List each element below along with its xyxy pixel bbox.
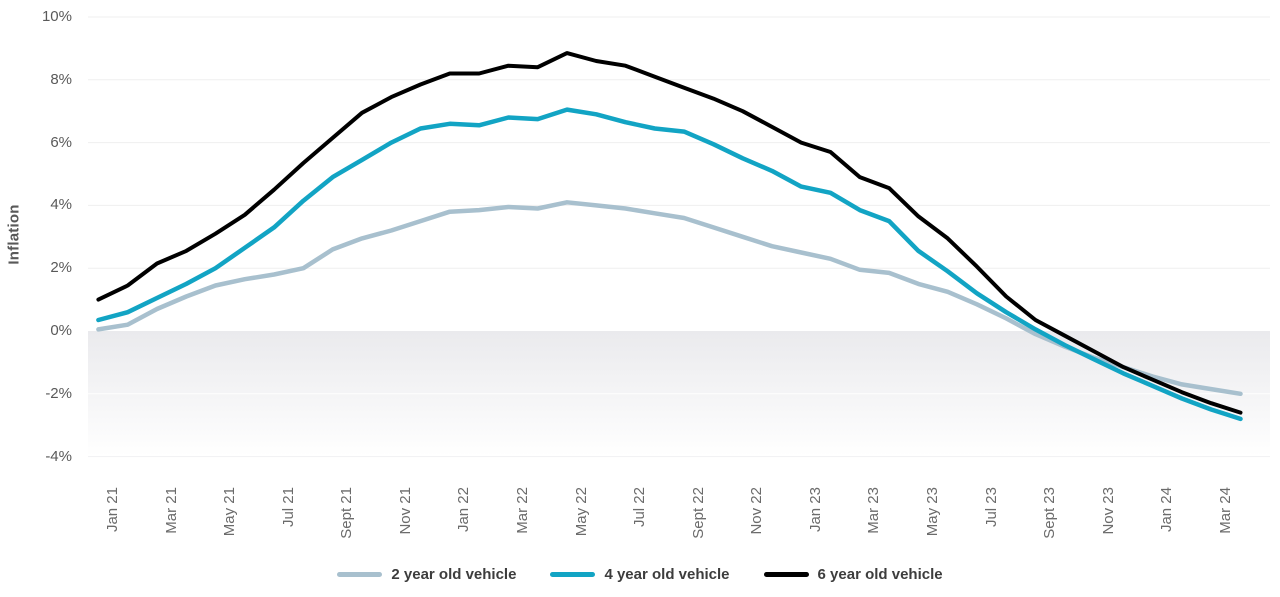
series-line-2-year-old-vehicle <box>96 200 1243 397</box>
legend: 2 year old vehicle 4 year old vehicle 6 ye… <box>0 566 1280 583</box>
y-tick-label: 2% <box>50 259 72 277</box>
y-tick-label: -4% <box>45 447 72 465</box>
legend-label: 4 year old vehicle <box>604 566 730 583</box>
legend-item-2-year-old-vehicle: 2 year old vehicle <box>337 566 516 583</box>
y-tick-label: 4% <box>50 196 72 214</box>
legend-swatch <box>763 572 809 577</box>
legend-label: 6 year old vehicle <box>817 566 943 583</box>
legend-item-6-year-old-vehicle: 6 year old vehicle <box>763 566 943 583</box>
y-axis-title: Inflation <box>5 204 23 265</box>
y-tick-label: -2% <box>45 384 72 402</box>
legend-swatch <box>550 572 596 577</box>
y-tick-label: 6% <box>50 133 72 151</box>
y-tick-label: 8% <box>50 70 72 88</box>
y-tick-label: 0% <box>50 322 72 339</box>
legend-label: 2 year old vehicle <box>391 566 517 583</box>
y-tick-label: 10% <box>41 8 72 25</box>
series-line-4-year-old-vehicle <box>96 107 1243 422</box>
legend-swatch <box>337 572 383 577</box>
legend-item-4-year-old-vehicle: 4 year old vehicle <box>550 566 730 583</box>
series-line-6-year-old-vehicle <box>96 51 1243 415</box>
